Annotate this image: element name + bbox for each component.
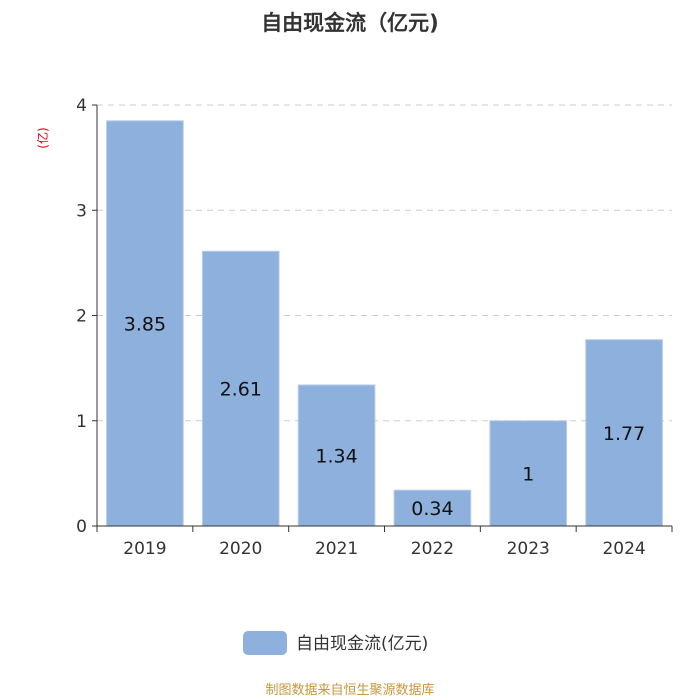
grid-lines	[97, 104, 672, 422]
data-label-2023: 1	[522, 463, 534, 485]
data-label-2022: 0.34	[411, 498, 453, 520]
y-tick-label: 1	[76, 412, 87, 432]
chart-title: 自由现金流（亿元)	[261, 11, 439, 35]
x-tick-label-2022: 2022	[411, 539, 454, 559]
legend-label: 自由现金流(亿元)	[296, 634, 428, 654]
x-tick-label-2023: 2023	[507, 539, 550, 559]
data-label-2019: 3.85	[124, 313, 166, 335]
x-axis-ticks: 2019 2020 2021 2022 2023 2024	[96, 526, 673, 559]
y-axis-ticks: 0 1 2 3 4	[76, 96, 97, 537]
y-tick-label: 0	[76, 517, 87, 537]
bar-2019[interactable]	[106, 120, 184, 527]
x-tick-label-2021: 2021	[315, 539, 358, 559]
data-label-2021: 1.34	[315, 445, 357, 467]
y-tick-label: 3	[76, 201, 87, 221]
y-tick-label: 2	[76, 307, 87, 327]
legend[interactable]: 自由现金流(亿元)	[243, 631, 428, 655]
y-axis-unit: (亿)	[35, 127, 50, 148]
bar-2021[interactable]	[297, 384, 376, 527]
y-tick-label: 4	[76, 96, 87, 116]
source-note: 制图数据来自恒生聚源数据库	[265, 682, 434, 698]
x-tick-label-2020: 2020	[219, 539, 262, 559]
bar-2020[interactable]	[201, 250, 280, 527]
x-tick-label-2024: 2024	[602, 539, 645, 559]
bar-2022[interactable]	[393, 489, 472, 527]
bar-2024[interactable]	[585, 339, 663, 527]
legend-swatch	[243, 631, 287, 655]
data-labels: 3.85 2.61 1.34 0.34 1 1.77	[124, 313, 645, 520]
bars	[106, 120, 663, 527]
x-tick-label-2019: 2019	[123, 539, 166, 559]
data-label-2020: 2.61	[220, 379, 262, 401]
data-label-2024: 1.77	[603, 423, 645, 445]
